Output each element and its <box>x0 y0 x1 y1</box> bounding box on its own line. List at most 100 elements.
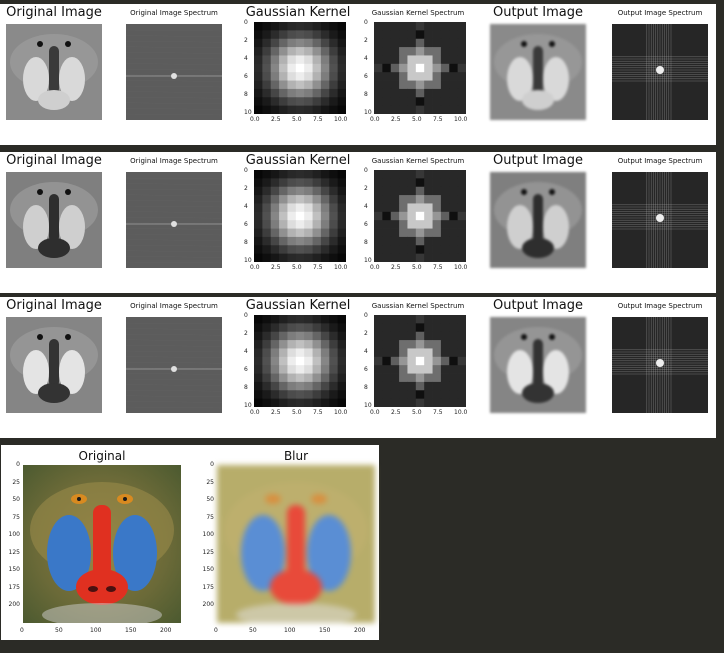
filter-row-2: Original Image Original Image Spectrum G… <box>0 152 716 293</box>
y-tick-label: 50 <box>12 496 20 503</box>
kernel-spectrum <box>374 22 467 118</box>
y-tick-label: 200 <box>8 601 20 608</box>
y-tick-label: 150 <box>8 566 20 573</box>
y-tick-label: 6 <box>364 73 368 80</box>
y-tick-label: 0 <box>364 312 368 319</box>
output-image <box>490 317 586 417</box>
x-tick-label: 5.0 <box>292 264 302 271</box>
output-spectrum <box>612 24 708 124</box>
x-tick-label: 0.0 <box>250 409 260 416</box>
x-tick-label: 150 <box>125 627 137 634</box>
y-tick-label: 6 <box>364 366 368 373</box>
x-tick-label: 100 <box>90 627 102 634</box>
y-tick-label: 0 <box>244 167 248 174</box>
y-tick-label: 8 <box>364 384 368 391</box>
y-tick-label: 4 <box>244 203 248 210</box>
output-image-title: Output Image <box>492 5 583 20</box>
y-tick-label: 2 <box>244 185 248 192</box>
x-tick-label: 5.0 <box>292 116 302 123</box>
x-tick-label: 0.0 <box>370 409 380 416</box>
x-tick-label: 2.5 <box>271 264 281 271</box>
y-tick-label: 2 <box>244 37 248 44</box>
y-tick-label: 8 <box>364 239 368 246</box>
original-spectrum <box>125 172 223 272</box>
x-tick-label: 5.0 <box>292 409 302 416</box>
y-tick-label: 25 <box>12 478 20 486</box>
y-tick-label: 10 <box>244 402 252 409</box>
x-tick-label: 0.0 <box>250 116 260 123</box>
y-tick-label: 0 <box>364 167 368 174</box>
output-spectrum <box>612 317 708 417</box>
y-tick-label: 4 <box>364 348 368 355</box>
output-image <box>490 172 586 272</box>
filter-row-3: Original Image Original Image Spectrum G… <box>0 297 716 438</box>
kernel-spectrum-title: Gaussian Kernel Spectrum <box>371 157 465 165</box>
y-tick-label: 2 <box>244 330 248 337</box>
x-tick-label: 7.5 <box>433 409 443 416</box>
y-tick-label: 0 <box>16 461 20 468</box>
gaussian-kernel <box>254 170 347 266</box>
gaussian-kernel-title: Gaussian Kernel <box>245 5 351 20</box>
gaussian-kernel-title: Gaussian Kernel <box>245 153 351 168</box>
x-tick-label: 200 <box>354 627 366 634</box>
blurred-color-image <box>217 465 375 623</box>
y-tick-label: 10 <box>244 257 252 264</box>
y-tick-label: 75 <box>12 513 20 521</box>
x-tick-label: 150 <box>319 627 331 634</box>
original-spectrum-title: Original Image Spectrum <box>130 157 218 165</box>
x-tick-label: 200 <box>160 627 172 634</box>
kernel-spectrum-title: Gaussian Kernel Spectrum <box>371 302 465 310</box>
x-tick-label: 7.5 <box>313 264 323 271</box>
gaussian-kernel <box>254 315 347 411</box>
y-tick-label: 0 <box>210 461 214 468</box>
y-tick-label: 4 <box>364 55 368 62</box>
y-tick-label: 50 <box>206 496 214 503</box>
output-spectrum-title: Output Image Spectrum <box>617 9 703 17</box>
original-image <box>6 317 102 417</box>
gaussian-kernel-title: Gaussian Kernel <box>245 298 351 313</box>
x-tick-label: 0.0 <box>370 116 380 123</box>
y-tick-label: 100 <box>8 531 20 538</box>
x-tick-label: 2.5 <box>391 409 401 416</box>
x-tick-label: 2.5 <box>391 116 401 123</box>
y-tick-label: 2 <box>364 37 368 44</box>
original-image-title: Original Image <box>6 298 102 313</box>
kernel-spectrum-title: Gaussian Kernel Spectrum <box>371 9 465 17</box>
y-tick-label: 10 <box>364 257 372 264</box>
original-image-title: Original Image <box>6 5 102 20</box>
y-tick-label: 75 <box>206 513 214 521</box>
x-tick-label: 50 <box>249 627 257 634</box>
original-image <box>6 172 102 272</box>
y-tick-label: 0 <box>364 19 368 26</box>
x-tick-label: 7.5 <box>433 116 443 123</box>
x-tick-label: 7.5 <box>313 116 323 123</box>
y-tick-label: 150 <box>202 566 214 573</box>
y-tick-label: 25 <box>206 478 214 486</box>
original-spectrum <box>125 24 223 124</box>
filter-row-1: Original Image Original Image Spectrum G… <box>0 4 716 145</box>
output-image <box>490 24 586 124</box>
y-tick-label: 8 <box>244 384 248 391</box>
output-spectrum-title: Output Image Spectrum <box>617 302 703 310</box>
x-tick-label: 0 <box>20 627 24 634</box>
gaussian-kernel <box>254 22 347 118</box>
y-tick-label: 125 <box>202 548 214 556</box>
kernel-spectrum <box>374 315 467 411</box>
y-tick-label: 175 <box>8 583 20 591</box>
y-tick-label: 10 <box>364 109 372 116</box>
x-tick-label: 100 <box>284 627 296 634</box>
x-tick-label: 2.5 <box>271 409 281 416</box>
y-tick-label: 4 <box>244 55 248 62</box>
x-tick-label: 10.0 <box>454 264 468 271</box>
x-tick-label: 2.5 <box>391 264 401 271</box>
y-tick-label: 200 <box>202 601 214 608</box>
x-tick-label: 10.0 <box>454 409 468 416</box>
x-tick-label: 2.5 <box>271 116 281 123</box>
x-tick-label: 10.0 <box>454 116 468 123</box>
y-tick-label: 6 <box>244 221 248 228</box>
output-image-title: Output Image <box>492 153 583 168</box>
y-tick-label: 6 <box>364 221 368 228</box>
x-tick-label: 7.5 <box>313 409 323 416</box>
y-tick-label: 2 <box>364 330 368 337</box>
original-image <box>6 24 102 124</box>
